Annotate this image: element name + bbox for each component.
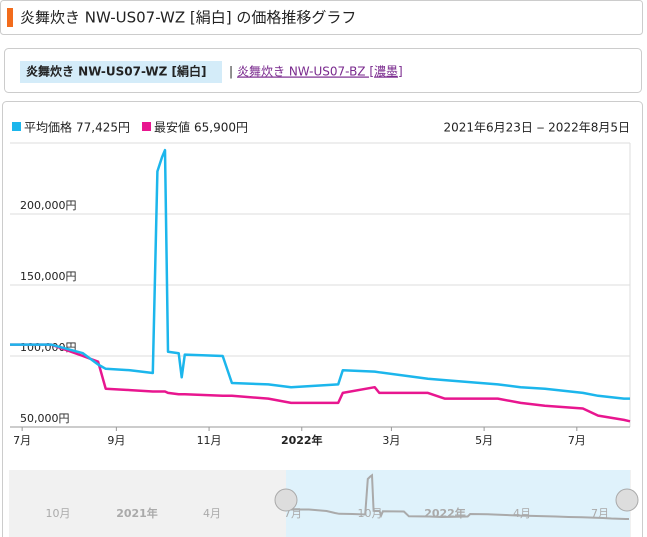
header-accent	[7, 8, 13, 27]
navigator-handle[interactable]	[274, 488, 298, 512]
header-box	[0, 0, 643, 35]
tab-separator: |	[229, 65, 233, 79]
y-tick-label: 50,000円	[20, 412, 70, 425]
chart-box	[2, 101, 643, 537]
navigator-selection[interactable]	[286, 470, 630, 537]
legend-swatch	[12, 122, 21, 131]
navigator-handle[interactable]	[615, 488, 639, 512]
x-tick-label: 2022年	[281, 433, 323, 447]
date-range: 2021年6月23日 ‒ 2022年8月5日	[443, 121, 630, 135]
price-line	[10, 148, 630, 400]
navigator-label: 10月	[358, 507, 383, 520]
y-tick-label: 100,000円	[20, 341, 77, 354]
x-tick-label: 7月	[13, 434, 31, 447]
legend-name: 平均価格	[24, 120, 72, 135]
tab-selected-bg	[20, 61, 222, 83]
y-tick-label: 200,000円	[20, 199, 77, 212]
plot: 50,000円 100,000円 150,000円 200,000円 7月 9月 11月 20…	[10, 120, 631, 520]
x-tick-label: 3月	[382, 434, 400, 447]
legend-name: 最安値	[154, 120, 190, 135]
legend-swatch	[142, 122, 152, 131]
header-title: 炎舞炊き NW-US07-WZ [絹白] の価格推移グラフ	[20, 9, 356, 27]
price-line	[10, 343, 631, 423]
x-tick-label: 7月	[568, 434, 586, 447]
navigator-label: 10月	[46, 507, 71, 520]
y-tick-label: 150,000円	[20, 270, 77, 283]
navigator-label: 2021年	[116, 506, 158, 520]
tab-selected: 炎舞炊き NW-US07-WZ [絹白]	[26, 64, 207, 79]
navigator-label: 7月	[591, 507, 609, 520]
legend-value: 77,425円	[76, 121, 130, 135]
navigator-label: 2022年	[424, 506, 466, 520]
x-tick-label: 5月	[475, 434, 493, 447]
tab-link[interactable]: 炎舞炊き NW-US07-BZ [濃墨]	[237, 64, 403, 79]
navigator-line	[286, 473, 629, 520]
legend-value: 65,900円	[194, 121, 248, 135]
navigator-label: 4月	[513, 507, 531, 520]
navigator-label: 4月	[203, 507, 221, 520]
x-tick-label: 11月	[197, 434, 222, 447]
x-tick-label: 9月	[107, 434, 125, 447]
